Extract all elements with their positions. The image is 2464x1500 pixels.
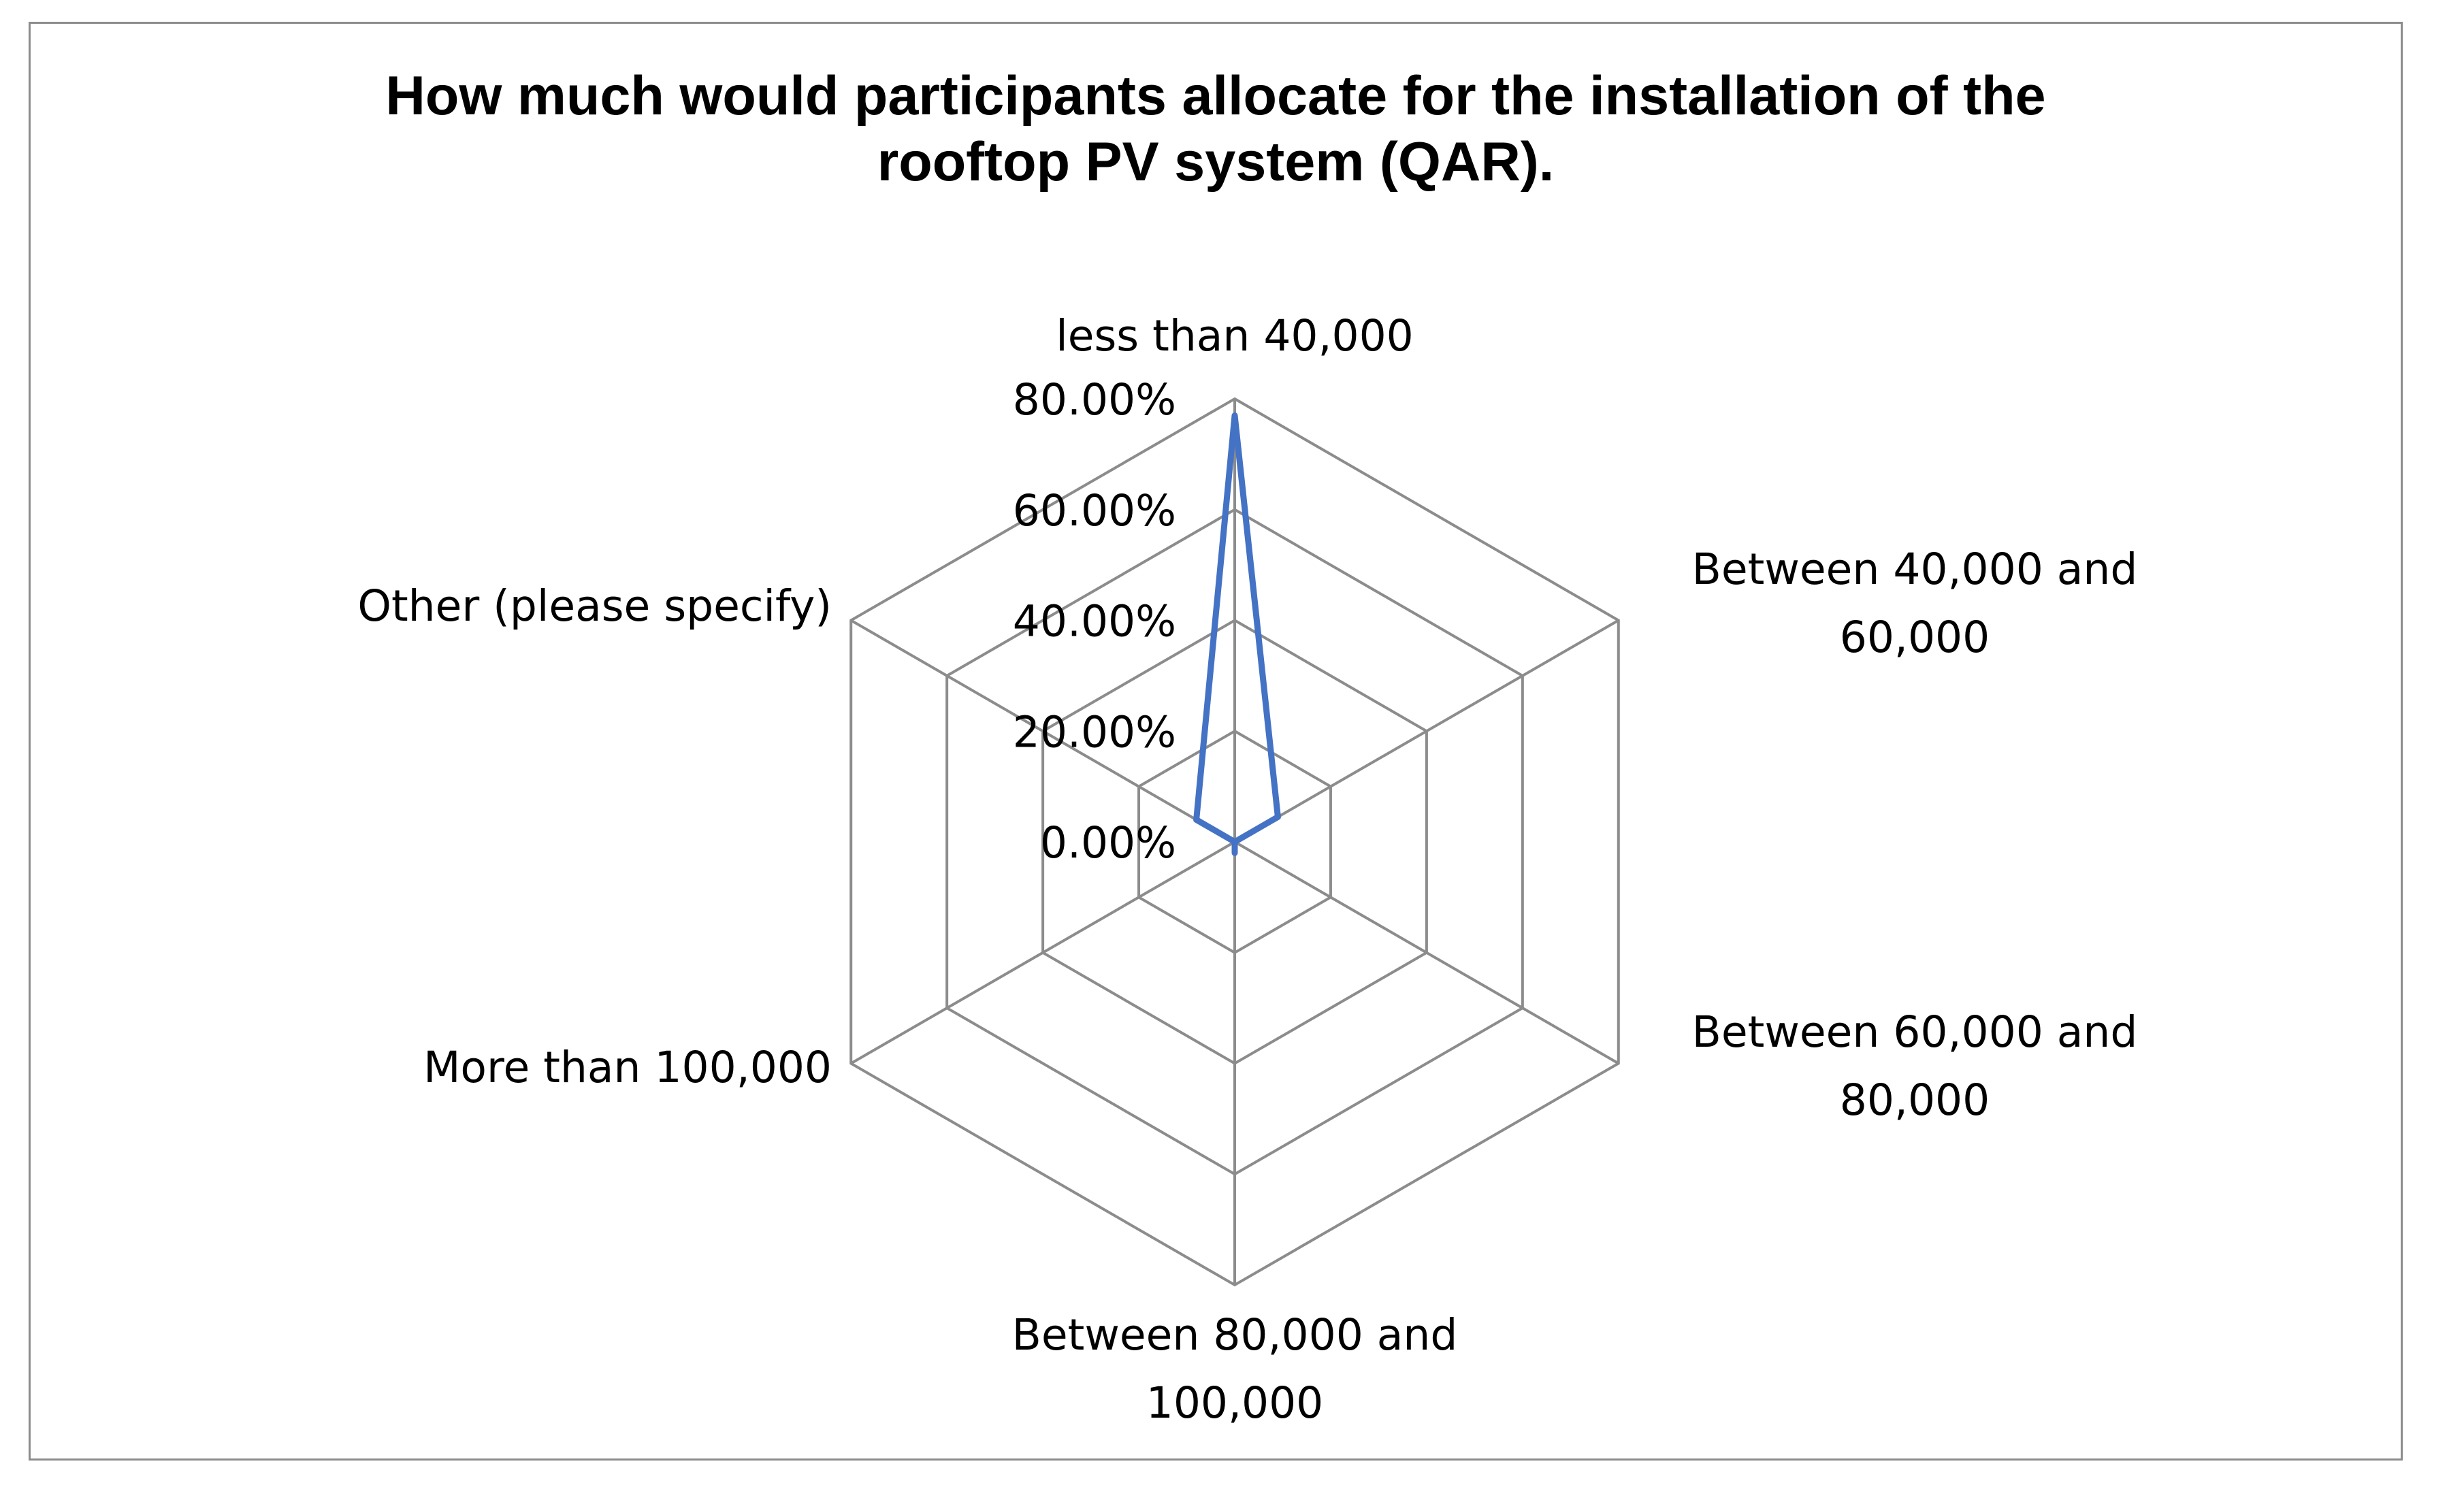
- spoke-5: [850, 619, 1235, 843]
- category-label-4: More than 100,000: [423, 1043, 832, 1092]
- category-label-5-line-0: Other (please specify): [357, 581, 832, 631]
- category-label-0-line-0: less than 40,000: [1056, 311, 1414, 361]
- spoke-1: [1233, 619, 1619, 843]
- category-label-1: Between 40,000 and 60,000: [1692, 544, 2138, 662]
- tick-label-4: 80.00%: [1013, 375, 1176, 425]
- category-label-2-line-0: Between 60,000 and: [1692, 1007, 2138, 1057]
- tick-label-1: 20.00%: [1013, 707, 1176, 757]
- category-label-5: Other (please specify): [357, 581, 832, 631]
- spoke-4: [850, 841, 1235, 1065]
- category-label-3-line-1: 100,000: [1146, 1378, 1324, 1428]
- category-label-0: less than 40,000: [1056, 311, 1414, 361]
- category-label-2-line-1: 80,000: [1840, 1075, 1990, 1125]
- category-label-1-line-0: Between 40,000 and: [1692, 544, 2138, 594]
- category-label-3: Between 80,000 and 100,000: [1012, 1310, 1458, 1428]
- tick-label-0: 0.00%: [1040, 818, 1176, 868]
- series-line-0: [1193, 412, 1281, 856]
- category-label-3-line-0: Between 80,000 and: [1012, 1310, 1458, 1360]
- tick-label-2: 40.00%: [1013, 597, 1176, 647]
- category-label-4-line-0: More than 100,000: [423, 1043, 832, 1092]
- category-label-1-line-1: 60,000: [1840, 613, 1990, 662]
- category-label-2: Between 60,000 and 80,000: [1692, 1007, 2138, 1125]
- chart-title-line-2: rooftop PV system (QAR).: [877, 131, 1555, 193]
- tick-label-3: 60.00%: [1013, 486, 1176, 536]
- chart-title: How much would participants allocate for…: [31, 63, 2401, 195]
- spoke-2: [1233, 841, 1619, 1065]
- chart-title-line-1: How much would participants allocate for…: [385, 65, 2046, 127]
